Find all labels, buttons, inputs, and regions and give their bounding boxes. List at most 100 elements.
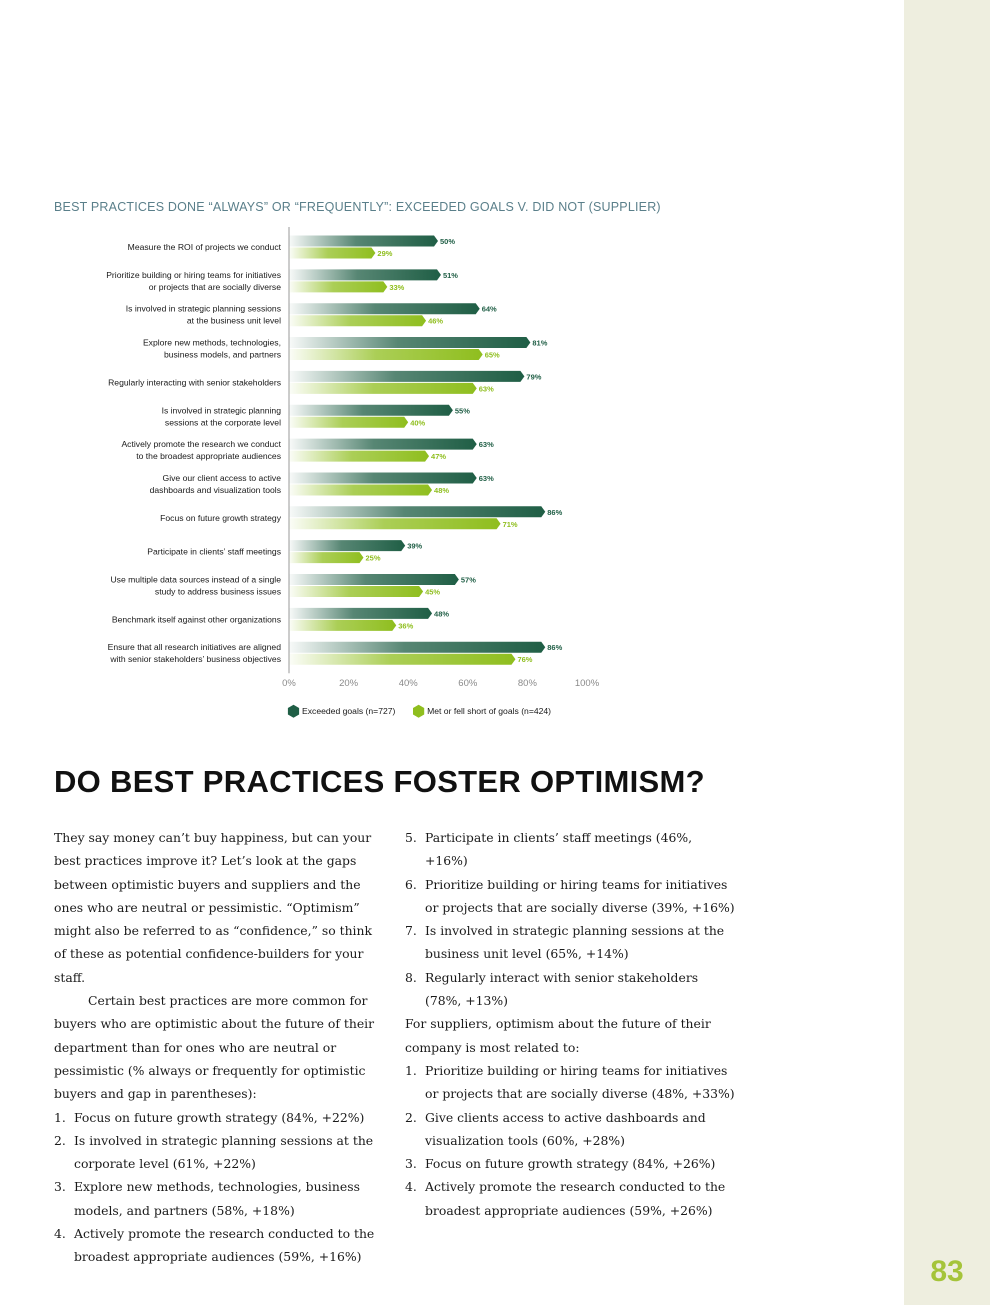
category-label-line: Is involved in strategic planning — [162, 405, 282, 415]
bar-exceeded — [289, 337, 531, 349]
x-tick-label: 40% — [399, 678, 419, 689]
category-label: Focus on future growth strategy — [160, 513, 282, 523]
bar-met-or-short — [289, 619, 397, 631]
data-label: 48% — [434, 486, 449, 495]
buyer-list-part-2: 5. Participate in clients’ staff meetings… — [405, 826, 735, 1012]
category-label-line: Benchmark itself against other organizat… — [112, 614, 281, 624]
x-tick-label: 80% — [518, 678, 538, 689]
list-item: 2. Is involved in strategic planning sess… — [54, 1132, 374, 1172]
category-label-line: dashboards and visualization tools — [150, 485, 281, 495]
list-item: 4. Actively promote the research conducte… — [405, 1179, 726, 1218]
legend-swatch-icon — [287, 704, 300, 718]
supplier-list: 1. Prioritize building or hiring teams fo… — [405, 1059, 735, 1222]
category-label: Is involved in strategic planning session… — [162, 405, 282, 427]
category-label-line: Is involved in strategic planning sessio… — [126, 304, 281, 314]
category-label-line: to the broadest appropriate audiences — [136, 451, 281, 461]
bar-exceeded — [289, 574, 459, 585]
bar-exceeded — [289, 540, 406, 552]
data-label: 25% — [366, 554, 381, 563]
bar-met-or-short — [289, 349, 483, 361]
list-item: 7. Is involved in strategic planning sess… — [405, 923, 725, 962]
data-label: 36% — [398, 621, 413, 630]
x-tick-label: 0% — [282, 678, 296, 689]
category-label: Ensure that all research initiatives are… — [108, 642, 282, 664]
category-label-line: Regularly interacting with senior stakeh… — [108, 377, 281, 387]
side-band — [904, 0, 990, 1305]
list-item: 6. Prioritize building or hiring teams fo… — [405, 876, 735, 915]
list-item: 3. Focus on future growth strategy (84%, … — [405, 1156, 716, 1172]
category-label-line: at the business unit level — [187, 316, 281, 326]
bar-met-or-short — [289, 552, 364, 564]
x-tick-label: 20% — [339, 678, 359, 689]
list-item: 2. Give clients access to active dashboar… — [405, 1109, 706, 1148]
data-label: 81% — [532, 339, 547, 348]
category-label: Explore new methods, technologies, busine… — [143, 338, 281, 360]
category-label-line: Actively promote the research we conduct — [121, 439, 281, 449]
data-label: 76% — [517, 655, 532, 664]
data-label: 71% — [503, 520, 518, 529]
category-label-line: or projects that are socially diverse — [149, 282, 282, 292]
list-item: 8. Regularly interact with senior stakeho… — [405, 969, 699, 1009]
page-number: 83 — [930, 1255, 964, 1288]
category-label-line: business models, and partners — [164, 350, 281, 360]
bar-exceeded — [289, 370, 525, 382]
category-label-line: Explore new methods, technologies, — [143, 338, 281, 348]
data-label: 46% — [428, 317, 443, 326]
legend-swatch-icon — [413, 704, 425, 718]
category-label: Regularly interacting with senior stakeh… — [108, 377, 281, 387]
legend-label: Met or fell short of goals (n=424) — [427, 706, 551, 716]
data-label: 63% — [479, 440, 494, 449]
list-item: 4. Actively promote the research conducte… — [54, 1226, 375, 1265]
buyer-list-part-1: 1. Focus on future growth strategy (84%, … — [54, 1106, 384, 1269]
bar-exceeded — [289, 269, 441, 281]
category-label-line: with senior stakeholders’ business objec… — [109, 654, 281, 664]
buyer-paragraph: Certain best practices are more common f… — [54, 993, 375, 1102]
category-label: Measure the ROI of projects we conduct — [128, 242, 282, 252]
data-label: 55% — [455, 406, 470, 415]
x-tick-label: 60% — [458, 678, 478, 689]
bar-met-or-short — [289, 450, 430, 462]
data-label: 57% — [461, 576, 476, 585]
category-label: Benchmark itself against other organizat… — [112, 614, 281, 624]
article-heading: DO BEST PRACTICES FOSTER OPTIMISM? — [54, 764, 705, 799]
category-label-line: sessions at the corporate level — [165, 417, 281, 427]
list-item: 1. Focus on future growth strategy (84%, … — [54, 1109, 365, 1125]
bar-exceeded — [289, 404, 453, 416]
bar-met-or-short — [289, 315, 427, 327]
category-label: Use multiple data sources instead of a s… — [110, 575, 281, 597]
data-label: 51% — [443, 271, 458, 280]
data-label: 63% — [479, 474, 494, 483]
category-label: Participate in clients’ staff meetings — [147, 547, 281, 557]
bar-met-or-short — [289, 653, 516, 665]
bar-met-or-short — [289, 586, 424, 597]
legend-label: Exceeded goals (n=727) — [302, 706, 396, 716]
x-tick-label: 100% — [575, 678, 600, 689]
list-item: 3. Explore new methods, technologies, bus… — [54, 1179, 360, 1218]
list-item: 1. Prioritize building or hiring teams fo… — [405, 1062, 735, 1102]
category-label: Actively promote the research we conduct… — [121, 439, 281, 461]
category-label-line: Participate in clients’ staff meetings — [147, 547, 281, 557]
bar-exceeded — [289, 641, 546, 653]
bar-exceeded — [289, 472, 477, 484]
data-label: 40% — [410, 418, 425, 427]
category-label-line: study to address business issues — [155, 587, 281, 597]
list-item: 5. Participate in clients’ staff meetings… — [405, 830, 693, 869]
category-label-line: Give our client access to active — [163, 473, 282, 483]
article-column-right: 5. Participate in clients’ staff meetings… — [405, 826, 735, 1222]
category-label-line: Ensure that all research initiatives are… — [108, 642, 282, 652]
bar-met-or-short — [289, 247, 376, 259]
bar-met-or-short — [289, 416, 409, 428]
data-label: 63% — [479, 384, 494, 393]
category-label-line: Prioritize building or hiring teams for … — [106, 270, 281, 280]
article-column-left: They say money can’t buy happiness, but … — [54, 826, 384, 1269]
data-label: 33% — [389, 283, 404, 292]
data-label: 47% — [431, 452, 446, 461]
data-label: 39% — [407, 542, 422, 551]
bar-exceeded — [289, 235, 438, 247]
bar-exceeded — [289, 303, 480, 315]
category-label: Give our client access to active dashboar… — [150, 473, 282, 495]
data-label: 65% — [485, 351, 500, 360]
data-label: 29% — [377, 249, 392, 258]
data-label: 50% — [440, 237, 455, 246]
data-label: 45% — [425, 588, 440, 597]
